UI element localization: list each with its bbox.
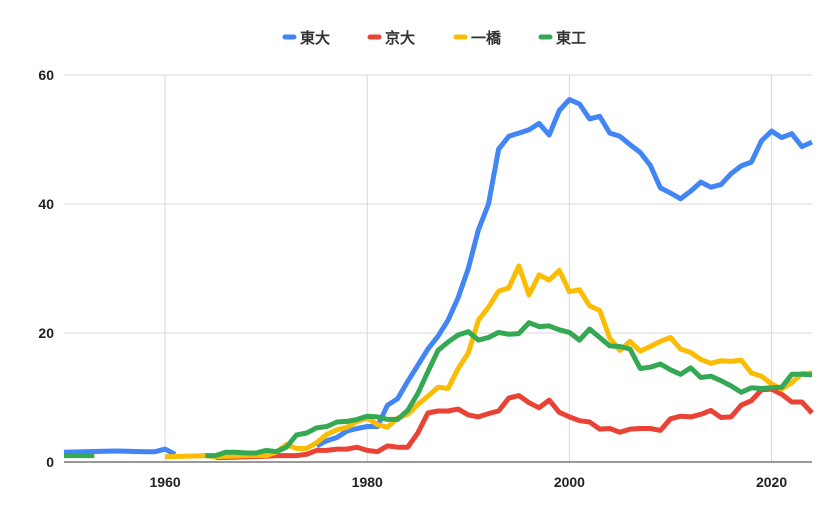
series-lines xyxy=(63,97,814,460)
x-tick-label: 2000 xyxy=(554,474,585,490)
series-line-0 xyxy=(63,446,177,457)
x-tick-label: 1980 xyxy=(352,474,383,490)
y-tick-label: 60 xyxy=(38,67,54,83)
y-tick-label: 20 xyxy=(38,325,54,341)
series-line-3 xyxy=(165,263,813,460)
legend-label: 京大 xyxy=(385,29,415,47)
axes: 0 20 40 60 1960 1980 2000 2020 xyxy=(38,67,812,490)
y-tick-label: 40 xyxy=(38,196,54,212)
legend-label: 東大 xyxy=(300,29,330,47)
legend-label: 一橋 xyxy=(471,29,502,47)
legend: 東大 京大 一橋 東工 xyxy=(282,29,586,47)
series-line-2 xyxy=(215,386,814,460)
series-line-5 xyxy=(205,320,813,459)
x-tick-label: 2020 xyxy=(756,474,787,490)
x-tick-label: 1960 xyxy=(150,474,181,490)
legend-label: 東工 xyxy=(556,29,586,47)
gridlines xyxy=(64,74,812,462)
series-line-1 xyxy=(315,97,814,449)
y-tick-label: 0 xyxy=(46,454,54,470)
